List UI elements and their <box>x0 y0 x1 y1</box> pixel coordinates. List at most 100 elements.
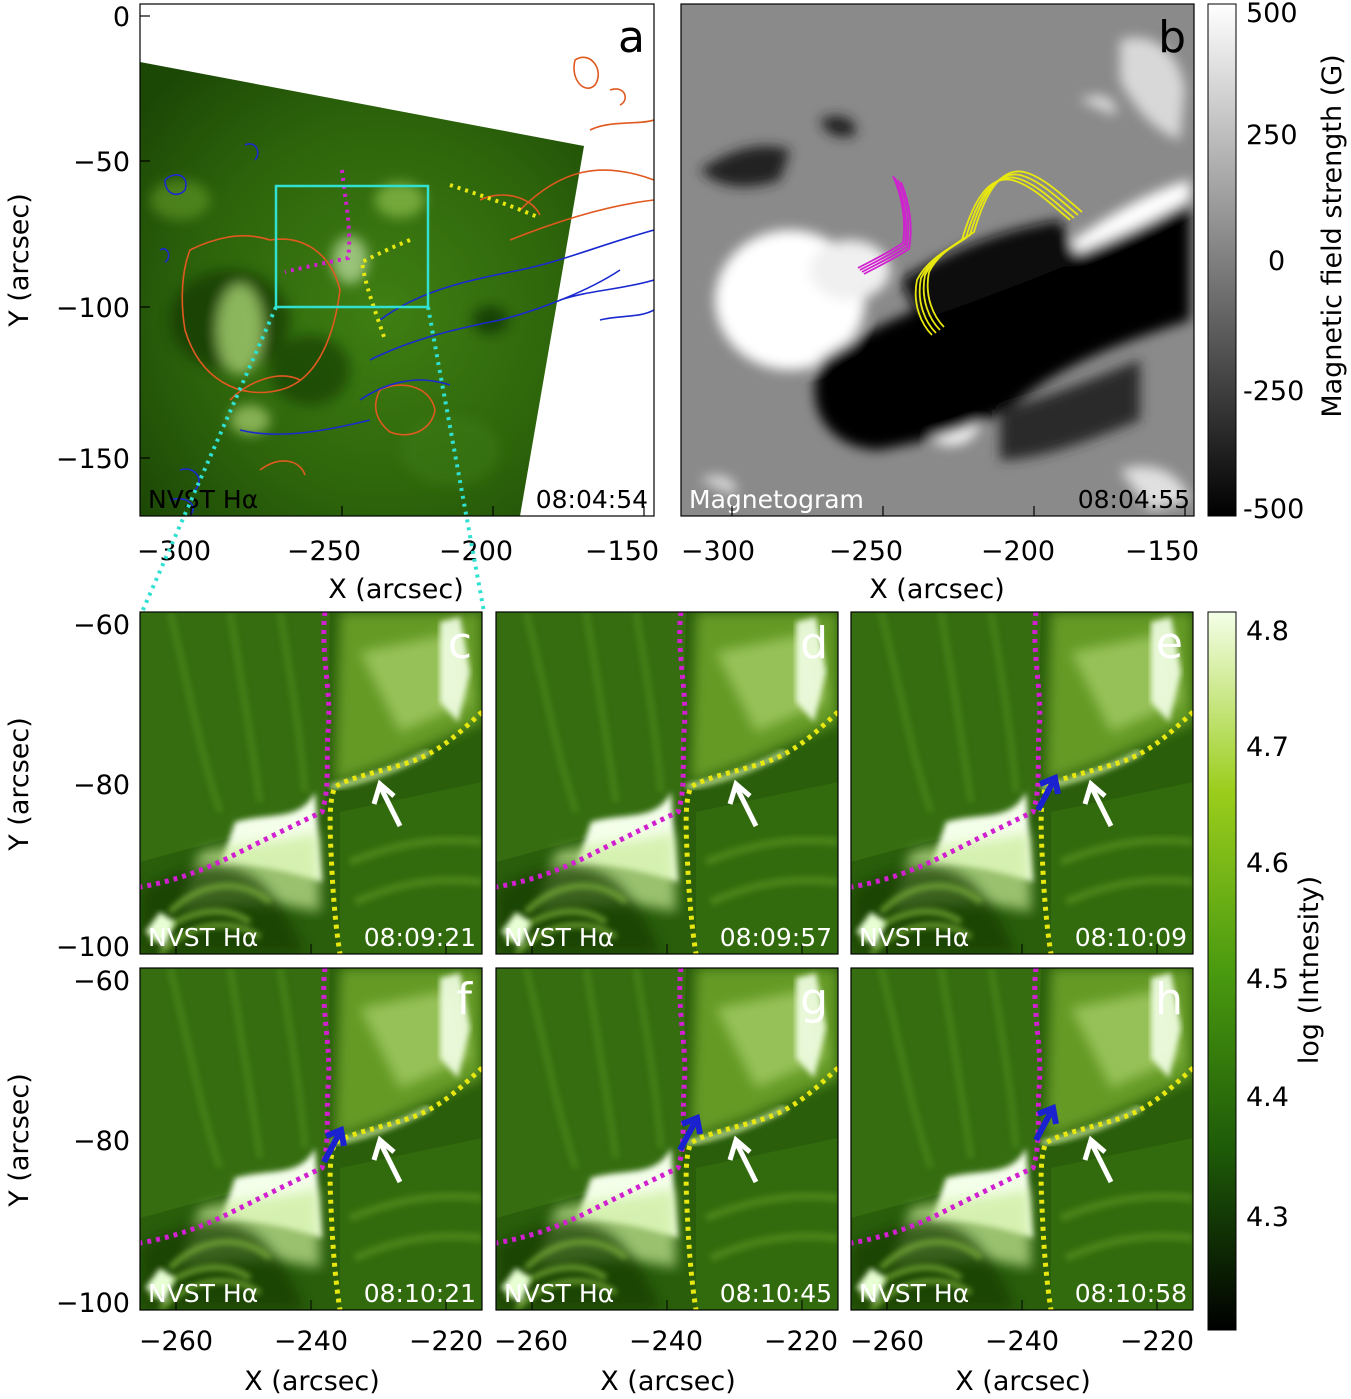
x-axis-label-col1: X (arcsec) <box>244 1366 380 1397</box>
panel-h: h NVST Hα 08:10:58 <box>850 967 1194 1311</box>
y-tick-row2-3: −100 <box>56 1288 130 1319</box>
cbar-mag-tick-5: -500 <box>1243 494 1304 525</box>
cbar-int-tick-6: 4.3 <box>1246 1202 1289 1233</box>
x-tick-c2-2: −240 <box>629 1326 703 1357</box>
y-tick-row2-2: −80 <box>73 1126 130 1157</box>
x-tick-a-1: −300 <box>137 536 211 567</box>
cbar-mag-tick-4: -250 <box>1243 376 1304 407</box>
colorbar-magnetic-title: Magnetic field strength (G) <box>1317 54 1348 417</box>
zoom-axes: −60 −80 −100 −60 −80 −100 Y (arcsec) Y (… <box>4 610 1194 1397</box>
x-tick-c1-1: −260 <box>139 1326 213 1357</box>
time-label-c: 08:09:21 <box>364 923 476 952</box>
colorbar-magnetic <box>1207 3 1237 517</box>
x-tick-b-3: −200 <box>981 536 1055 567</box>
y-tick-row1-2: −80 <box>73 770 130 801</box>
cbar-mag-tick-3: 0 <box>1268 246 1285 277</box>
y-tick-a-2: −50 <box>73 147 130 178</box>
zoom-panels: c NVST Hα 08:09:21 d NVST Hα 08:09:57 e NVST Hα… <box>139 611 1194 1311</box>
time-label-e: 08:10:09 <box>1075 923 1187 952</box>
panel-letter-a: a <box>618 12 645 63</box>
cbar-int-tick-5: 4.4 <box>1246 1082 1289 1113</box>
time-label-h: 08:10:58 <box>1075 1279 1187 1308</box>
magenta-dotted-line-a <box>284 169 352 274</box>
panel-c: c NVST Hα 08:09:21 <box>139 611 483 955</box>
yellow-dotted-line-a <box>359 183 541 341</box>
halpha-image-a <box>140 62 584 516</box>
panel-e: e NVST Hα 08:10:09 <box>850 611 1194 955</box>
halpha-zoom-image <box>140 612 482 954</box>
halpha-zoom-image <box>851 968 1193 1310</box>
halpha-zoom-image <box>496 612 838 954</box>
x-tick-a-3: −200 <box>439 536 513 567</box>
panel-letter-g: g <box>800 974 828 1025</box>
y-axis-label-a: Y (arcsec) <box>4 193 35 328</box>
panel-letter-d: d <box>800 618 828 669</box>
time-label-d: 08:09:57 <box>720 923 832 952</box>
instrument-label-c: NVST Hα <box>148 923 258 952</box>
contours-blue <box>159 143 654 516</box>
time-label-b: 08:04:55 <box>1078 485 1190 514</box>
y-axis-label-row2: Y (arcsec) <box>4 1073 35 1208</box>
time-label-a: 08:04:54 <box>536 485 648 514</box>
magnetogram-label: Magnetogram <box>689 485 864 514</box>
x-tick-a-2: −250 <box>287 536 361 567</box>
x-tick-c1-2: −240 <box>274 1326 348 1357</box>
instrument-label-h: NVST Hα <box>859 1279 969 1308</box>
instrument-label-g: NVST Hα <box>504 1279 614 1308</box>
cbar-int-tick-3: 4.6 <box>1246 848 1289 879</box>
cbar-int-tick-4: 4.5 <box>1246 964 1289 995</box>
zoom-region-box <box>274 184 430 309</box>
zoom-connector-right <box>426 306 486 613</box>
yellow-field-lines <box>914 170 1083 336</box>
panel-letter-h: h <box>1155 974 1183 1025</box>
x-tick-b-1: −300 <box>681 536 755 567</box>
x-tick-b-4: −150 <box>1125 536 1199 567</box>
panel-f: f NVST Hα 08:10:21 <box>139 967 483 1311</box>
halpha-texture-a <box>150 180 508 485</box>
halpha-zoom-image <box>496 968 838 1310</box>
panel-a: NVST Hα 08:04:54 a −300 −250 −200 −150 0… <box>4 2 659 605</box>
time-label-g: 08:10:45 <box>720 1279 832 1308</box>
panel-letter-b: b <box>1158 12 1186 63</box>
cbar-mag-tick-2: 250 <box>1246 120 1298 151</box>
instrument-label-f: NVST Hα <box>148 1279 258 1308</box>
x-tick-c3-1: −260 <box>850 1326 924 1357</box>
colorbar-intensity-title: log (Intnesity) <box>1294 876 1325 1064</box>
contours-orange <box>181 56 654 476</box>
y-tick-row1-1: −60 <box>73 610 130 641</box>
x-tick-c1-3: −220 <box>409 1326 483 1357</box>
y-tick-row1-3: −100 <box>56 932 130 963</box>
x-tick-a-4: −150 <box>585 536 659 567</box>
x-axis-label-b: X (arcsec) <box>869 574 1005 605</box>
y-axis-label-row1: Y (arcsec) <box>4 717 35 852</box>
halpha-zoom-image <box>851 612 1193 954</box>
panel-letter-f: f <box>457 974 474 1025</box>
x-tick-c3-2: −240 <box>985 1326 1059 1357</box>
cbar-int-tick-1: 4.8 <box>1246 616 1289 647</box>
y-tick-a-1: 0 <box>113 2 130 33</box>
x-tick-c2-3: −220 <box>764 1326 838 1357</box>
y-tick-row2-1: −60 <box>73 966 130 997</box>
axis-ticks-b <box>731 506 1186 516</box>
x-tick-c2-1: −260 <box>494 1326 568 1357</box>
instrument-label-d: NVST Hα <box>504 923 614 952</box>
time-label-f: 08:10:21 <box>364 1279 476 1308</box>
x-axis-label-col2: X (arcsec) <box>600 1366 736 1397</box>
halpha-zoom-image <box>140 968 482 1310</box>
x-axis-label-a: X (arcsec) <box>328 574 464 605</box>
panel-letter-c: c <box>448 618 472 669</box>
instrument-label-a: NVST Hα <box>148 485 258 514</box>
y-tick-a-3: −100 <box>56 293 130 324</box>
instrument-label-e: NVST Hα <box>859 923 969 952</box>
colorbar-intensity-group: 4.8 4.7 4.6 4.5 4.4 4.3 log (Intnesity) <box>1207 611 1325 1331</box>
axis-ticks-a <box>140 15 645 516</box>
magenta-field-lines <box>857 175 912 275</box>
panel-b: Magnetogram 08:04:55 b −300 −250 −200 −1… <box>680 0 1348 605</box>
x-tick-c3-3: −220 <box>1120 1326 1194 1357</box>
panel-g: g NVST Hα 08:10:45 <box>495 967 839 1311</box>
cbar-int-tick-2: 4.7 <box>1246 732 1289 763</box>
cbar-mag-tick-1: 500 <box>1246 0 1298 29</box>
panel-letter-e: e <box>1156 618 1183 669</box>
x-axis-label-col3: X (arcsec) <box>955 1366 1091 1397</box>
